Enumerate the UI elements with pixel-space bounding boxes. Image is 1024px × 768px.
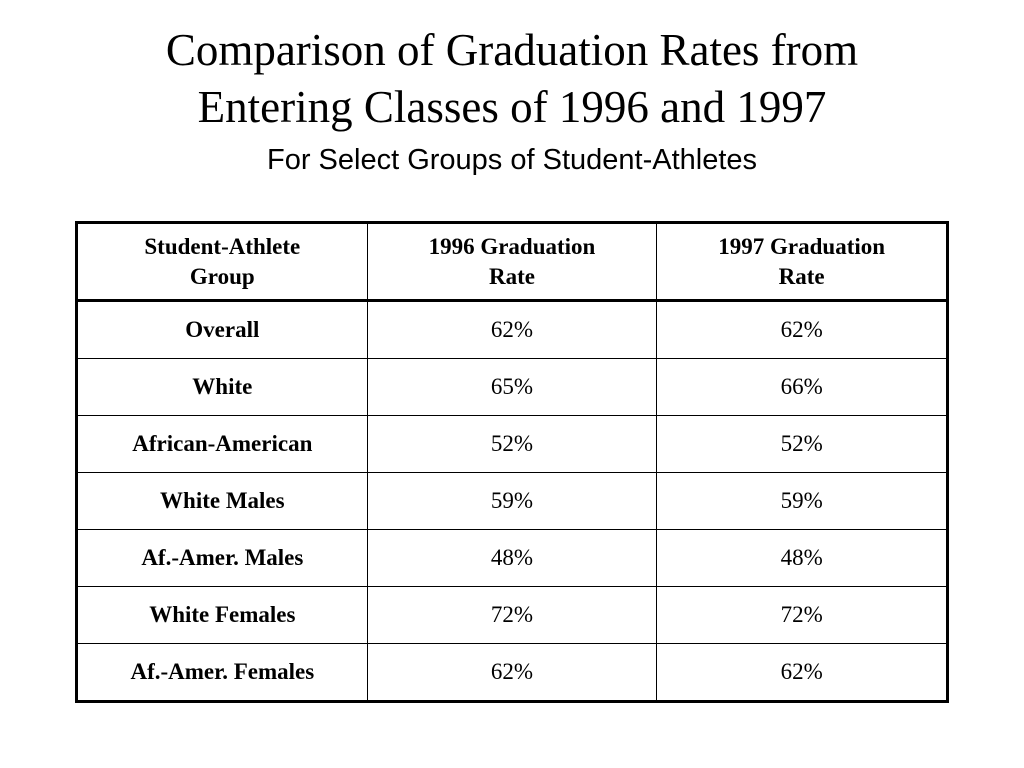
header-group: Student-Athlete Group [76,222,368,302]
slide-subtitle: For Select Groups of Student-Athletes [266,144,758,176]
cell-1997: 52% [656,415,948,473]
cell-1996: 62% [366,300,658,359]
title-line-1: Comparison of Graduation Rates from [165,25,859,75]
table-row: Af.-Amer. Females 62% 62% [76,643,948,702]
cell-1997: 72% [656,586,948,644]
graduation-rates-table: Student-Athlete Group 1996 Graduation Rate… [75,221,949,703]
cell-group: Af.-Amer. Males [76,529,368,587]
cell-group: White Males [76,472,368,530]
cell-group: Af.-Amer. Females [76,643,368,702]
table-row: Overall 62% 62% [76,300,948,359]
table-row: Af.-Amer. Males 48% 48% [76,529,948,587]
cell-1996: 65% [366,358,658,416]
header-text: Rate [778,263,825,289]
header-1996: 1996 Graduation Rate [366,222,658,302]
cell-1997: 62% [656,643,948,702]
title-line-2: Entering Classes of 1996 and 1997 [197,82,827,132]
cell-1997: 59% [656,472,948,530]
table-row: White 65% 66% [76,358,948,416]
cell-1996: 62% [366,643,658,702]
cell-group: African-American [76,415,368,473]
table-header-row: Student-Athlete Group 1996 Graduation Rate… [76,222,948,302]
header-text: 1996 Graduation [428,233,596,259]
cell-1997: 48% [656,529,948,587]
cell-1997: 66% [656,358,948,416]
cell-group: White Females [76,586,368,644]
cell-1996: 48% [366,529,658,587]
cell-1996: 59% [366,472,658,530]
cell-1996: 72% [366,586,658,644]
header-text: 1997 Graduation [718,233,886,259]
cell-1997: 62% [656,300,948,359]
cell-group: Overall [76,300,368,359]
cell-1996: 52% [366,415,658,473]
table-row: White Females 72% 72% [76,586,948,644]
header-text: Group [189,263,255,289]
table-row: White Males 59% 59% [76,472,948,530]
header-1997: 1997 Graduation Rate [656,222,948,302]
header-text: Rate [488,263,535,289]
table-row: African-American 52% 52% [76,415,948,473]
header-text: Student-Athlete [144,233,301,259]
cell-group: White [76,358,368,416]
slide-title: Comparison of Graduation Rates from Ente… [0,22,1024,136]
